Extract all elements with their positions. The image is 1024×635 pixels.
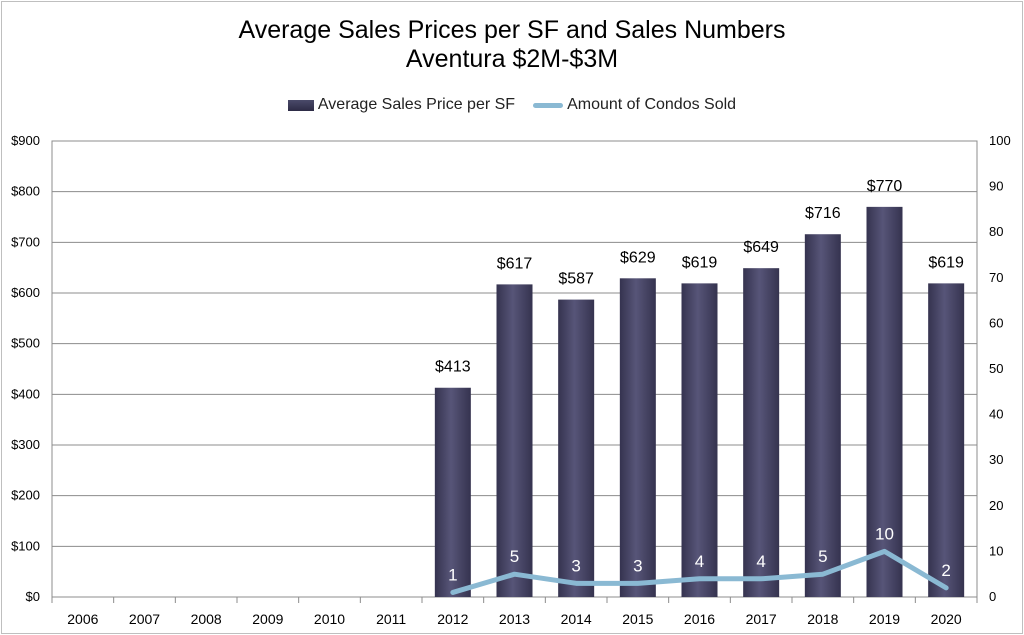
line-data-label: 3 [633,556,642,575]
bar-data-label: $770 [867,178,903,195]
y-right-tick-label: 40 [989,407,1003,422]
y-left-tick-label: $700 [11,234,40,249]
y-left-tick-label: $300 [11,437,40,452]
y-right-tick-label: 80 [989,224,1003,239]
x-tick-label: 2006 [67,611,98,627]
bar [558,299,595,597]
sales-count-line [450,548,949,595]
chart-title-block: Average Sales Prices per SF and Sales Nu… [0,16,1024,74]
x-tick-label: 2018 [807,611,838,627]
y-left-tick-label: $400 [11,386,40,401]
bar [743,268,780,597]
x-tick-label: 2009 [252,611,283,627]
chart-title: Average Sales Prices per SF and Sales Nu… [238,16,786,44]
y-right-tick-label: 100 [989,133,1011,148]
bar-data-label: $649 [743,239,779,256]
line-data-label: 3 [571,556,580,575]
x-tick-label: 2015 [622,611,653,627]
x-tick-label: 2008 [191,611,222,627]
line-data-label: 10 [875,524,894,543]
line-data-label: 4 [756,552,765,571]
x-tick-label: 2007 [129,611,160,627]
y-right-tick-label: 90 [989,179,1003,194]
x-tick-label: 2020 [931,611,962,627]
x-tick-label: 2010 [314,611,345,627]
line-data-label: 2 [941,561,950,580]
bar-data-label: $619 [682,254,718,271]
legend-label-line: Amount of Condos Sold [567,96,737,113]
chart-subtitle: Aventura $2M-$3M [405,45,619,73]
y-left-tick-label: $0 [26,589,40,604]
x-tick-label: 2016 [684,611,715,627]
y-left-tick-label: $100 [11,538,40,553]
line-data-label: 1 [448,565,457,584]
y-left-tick-label: $600 [11,285,40,300]
bar [496,284,533,597]
y-right-tick-label: 30 [989,452,1003,467]
x-tick-label: 2013 [499,611,530,627]
line-layer [450,548,949,595]
legend-label-bars: Average Sales Price per SF [317,96,516,113]
line-data-label: 5 [510,547,519,566]
chart-legend: Average Sales Price per SF Amount of Con… [0,96,1024,114]
line-data-label: 4 [695,552,704,571]
y-right-tick-label: 10 [989,543,1003,558]
y-right-tick-label: 60 [989,315,1003,330]
bar-data-label: $587 [558,271,594,288]
bar-data-label: $617 [497,255,533,272]
x-tick-label: 2019 [869,611,900,627]
y-right-tick-label: 0 [989,589,996,604]
bar [619,278,656,597]
legend-bar-swatch [287,99,314,111]
line-data-label: 5 [818,547,827,566]
legend-line-swatch [533,102,564,108]
y-left-tick-label: $500 [11,336,40,351]
bar-data-label: $619 [928,254,964,271]
bar [928,283,965,597]
bar-data-label: $716 [805,205,841,222]
y-right-tick-label: 70 [989,270,1003,285]
x-tick-label: 2012 [437,611,468,627]
label-layer: $413 $617 $587 $629 $619 $649 $716 $770 $619 1 5 3 3… [435,178,964,585]
bar-data-label: $629 [620,249,656,266]
bar [866,206,903,597]
y-left-tick-label: $900 [11,133,40,148]
axis-layer: $0 $100 $200 $300 $400 $500 $600 $700 $800 $900 0 1… [11,133,1011,627]
x-tick-label: 2014 [561,611,592,627]
y-right-tick-label: 20 [989,498,1003,513]
bar [434,387,471,597]
bar-layer [434,206,965,597]
y-left-tick-label: $200 [11,488,40,503]
bar [681,283,718,597]
y-left-tick-label: $800 [11,184,40,199]
legend-item-bars: Average Sales Price per SF [287,96,516,114]
x-tick-label: 2011 [376,611,406,627]
x-tick-label: 2017 [746,611,777,627]
y-right-tick-label: 50 [989,361,1003,376]
legend-item-line: Amount of Condos Sold [533,96,736,114]
bar [804,234,841,597]
bar-data-label: $413 [435,359,471,376]
